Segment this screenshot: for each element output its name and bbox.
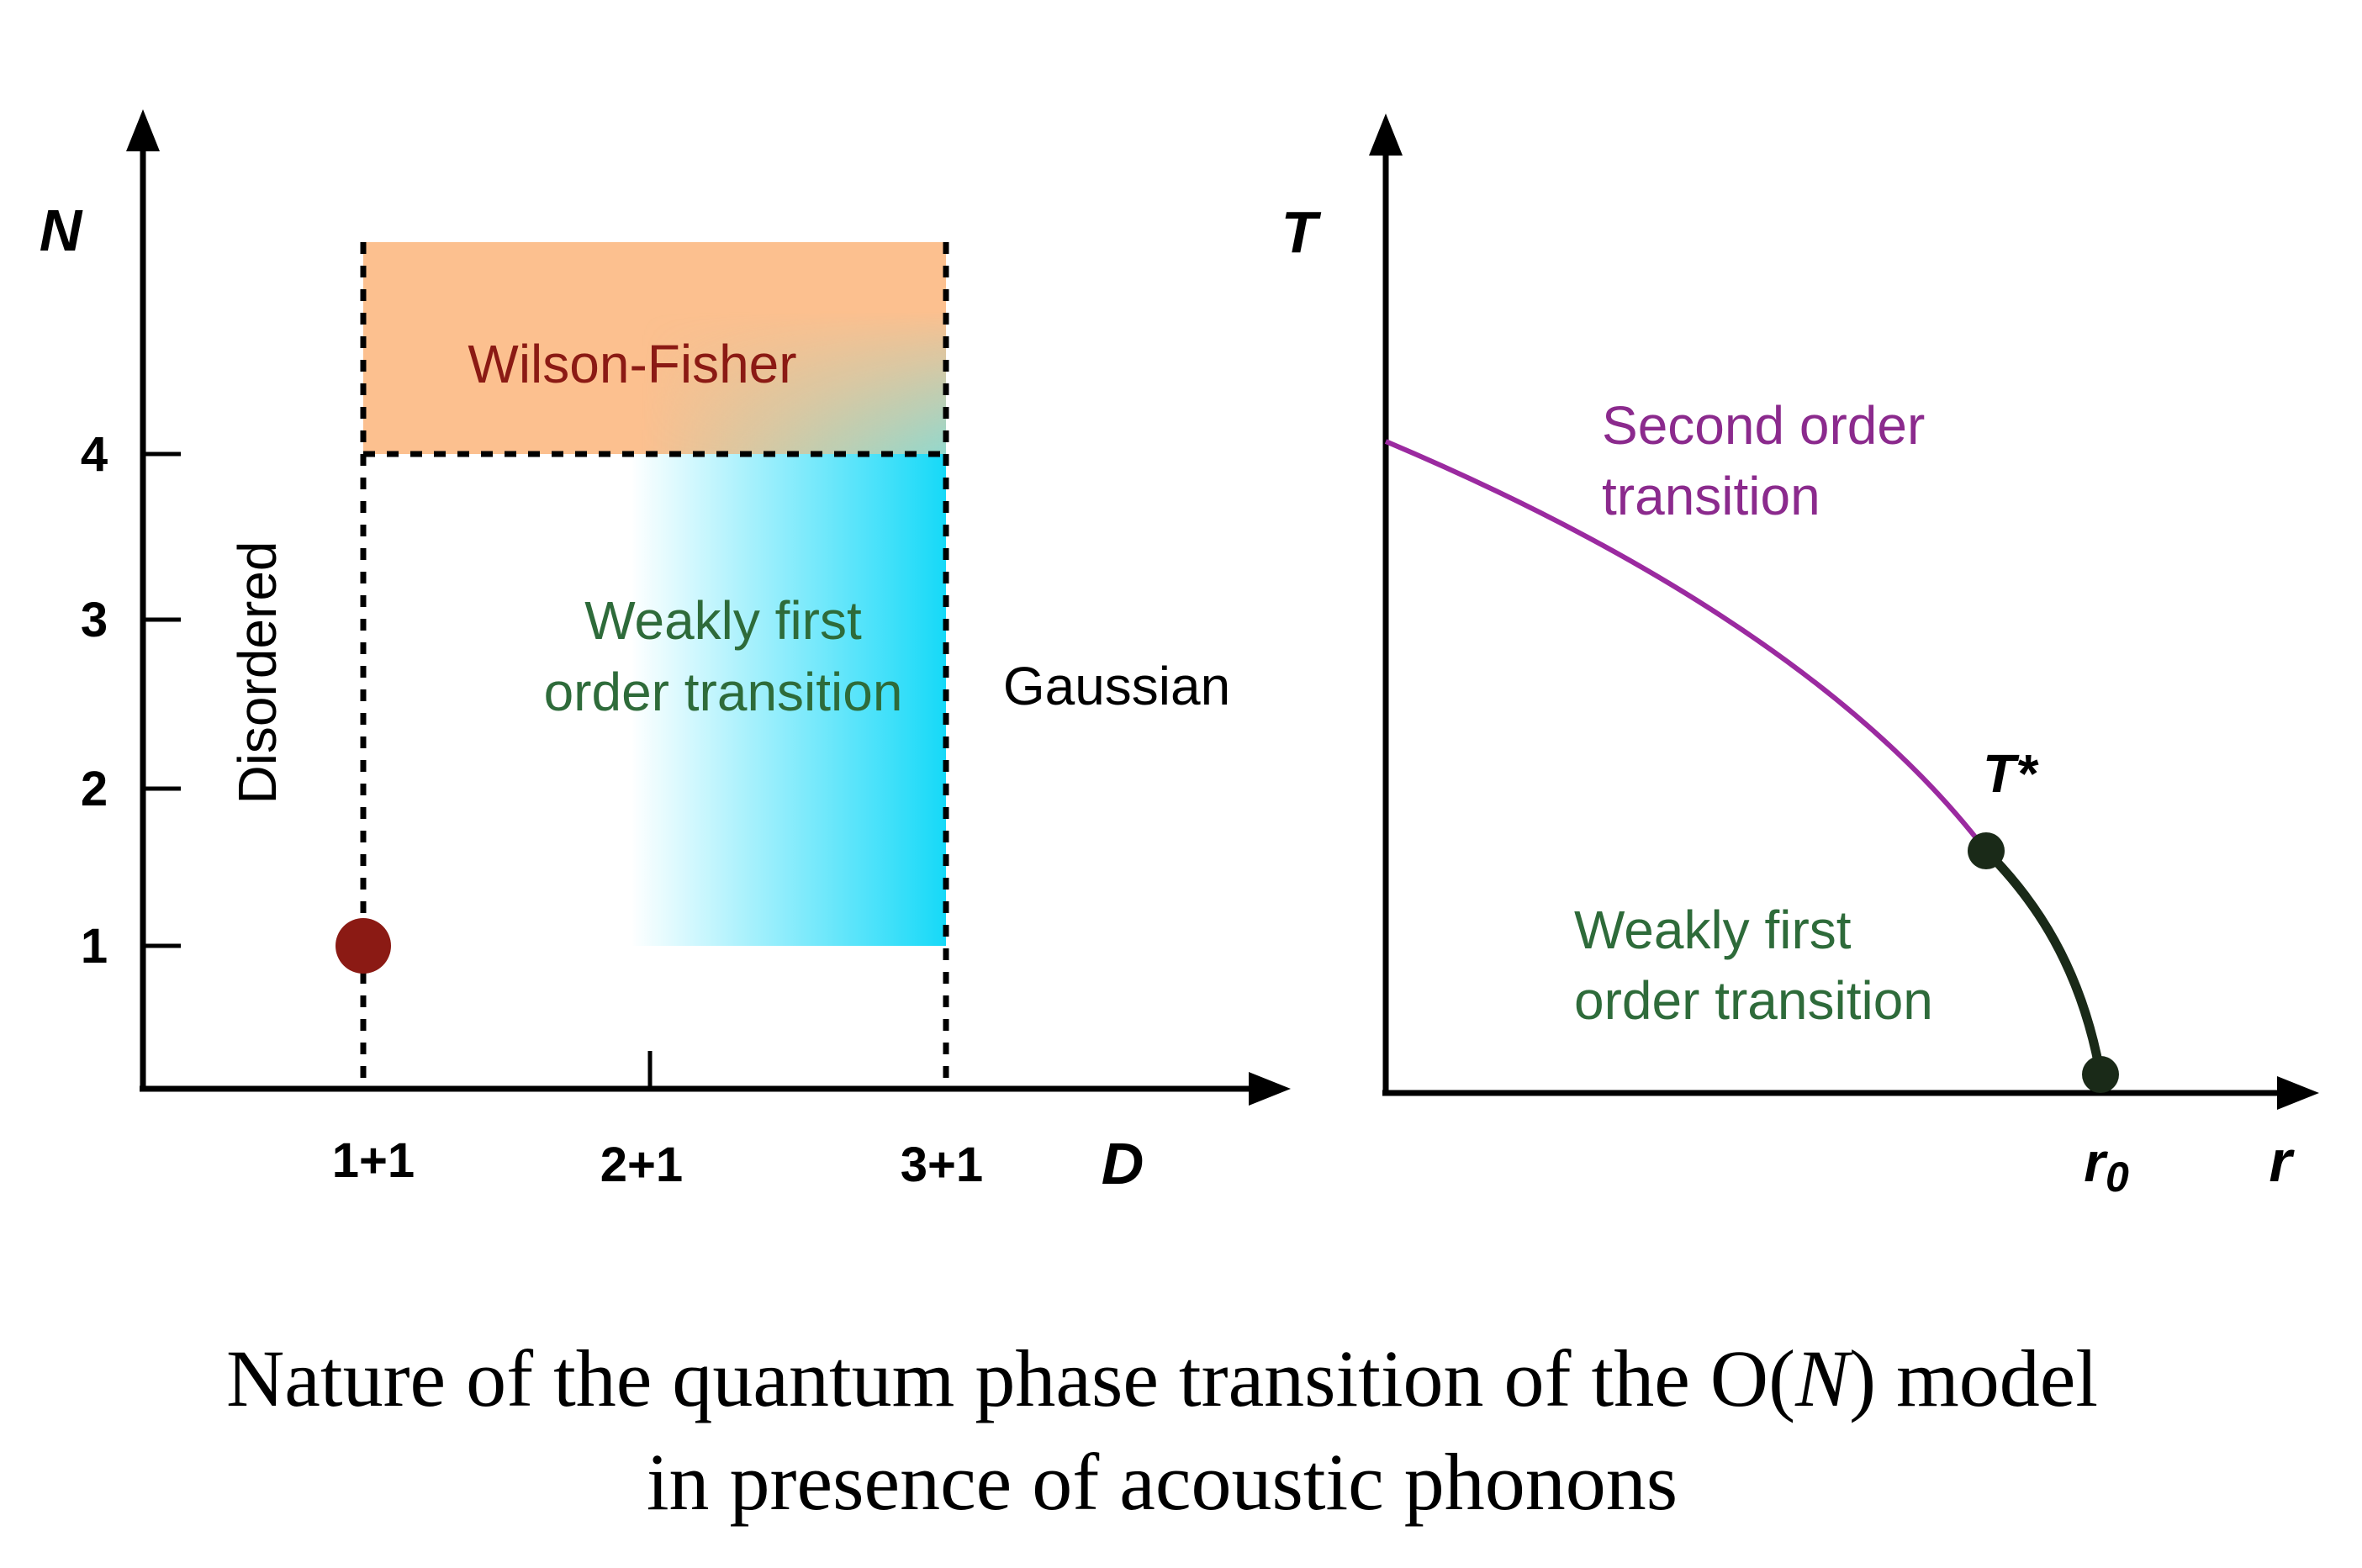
t-star-label: T*	[1983, 743, 2039, 804]
gaussian-label: Gaussian	[1003, 656, 1230, 716]
left-phase-diagram: 1 2 3 4 1+1 2+1 3+1 N D Wilson-Fisher We…	[40, 109, 1291, 1196]
right-y-axis-label: T	[1281, 199, 1322, 265]
figure-caption: Nature of the quantum phase transition o…	[226, 1333, 2098, 1527]
caption-line-1-suffix: ) model	[1849, 1333, 2098, 1423]
y-tick-label-2: 2	[81, 762, 108, 816]
second-order-transition-curve	[1384, 439, 1989, 853]
second-order-label-line2: transition	[1602, 466, 1820, 526]
left-x-axis-label: D	[1102, 1131, 1144, 1196]
x-tick-label-3plus1: 3+1	[901, 1138, 983, 1192]
first-order-transition-curve	[1983, 847, 2106, 1075]
right-x-axis-label: r	[2269, 1128, 2295, 1194]
left-y-axis-label: N	[40, 198, 83, 263]
disordered-label: Disordered	[227, 541, 288, 804]
x-tick-label-1plus1: 1+1	[332, 1133, 415, 1188]
right-phase-diagram: T r r0 T* Second order transition Weakly…	[1281, 114, 2319, 1201]
left-x-axis-arrow	[1249, 1072, 1291, 1106]
wilson-fisher-label: Wilson-Fisher	[468, 334, 796, 394]
r0-tick-label: r0	[2084, 1131, 2129, 1201]
caption-line-1: Nature of the quantum phase transition o…	[226, 1333, 2098, 1423]
y-tick-label-4: 4	[81, 427, 108, 482]
y-tick-label-3: 3	[81, 593, 108, 647]
weakly-first-order-region	[631, 454, 946, 946]
tricritical-point-t-star	[1968, 832, 2005, 869]
r0-tick-value: r	[2084, 1131, 2108, 1193]
left-weakly-first-label-line1: Weakly first	[584, 590, 862, 651]
caption-line-1-italic: N	[1794, 1333, 1853, 1423]
caption-line-1-prefix: Nature of the quantum phase transition o…	[226, 1333, 1795, 1423]
critical-point-1plus1-n1	[336, 918, 391, 974]
right-y-axis-arrow	[1369, 114, 1403, 156]
right-weakly-first-label-line2: order transition	[1574, 970, 1933, 1031]
endpoint-r0	[2082, 1056, 2119, 1093]
left-y-axis-arrow	[126, 109, 160, 151]
x-tick-label-2plus1: 2+1	[600, 1138, 683, 1192]
second-order-label-line1: Second order	[1602, 395, 1925, 456]
wilson-fisher-blend	[639, 311, 946, 454]
y-tick-label-1: 1	[81, 919, 108, 974]
caption-line-2: in presence of acoustic phonons	[647, 1437, 1678, 1527]
r0-subscript: 0	[2106, 1154, 2129, 1201]
right-weakly-first-label-line1: Weakly first	[1574, 900, 1852, 960]
right-x-axis-arrow	[2277, 1076, 2319, 1110]
left-weakly-first-label-line2: order transition	[544, 662, 903, 722]
